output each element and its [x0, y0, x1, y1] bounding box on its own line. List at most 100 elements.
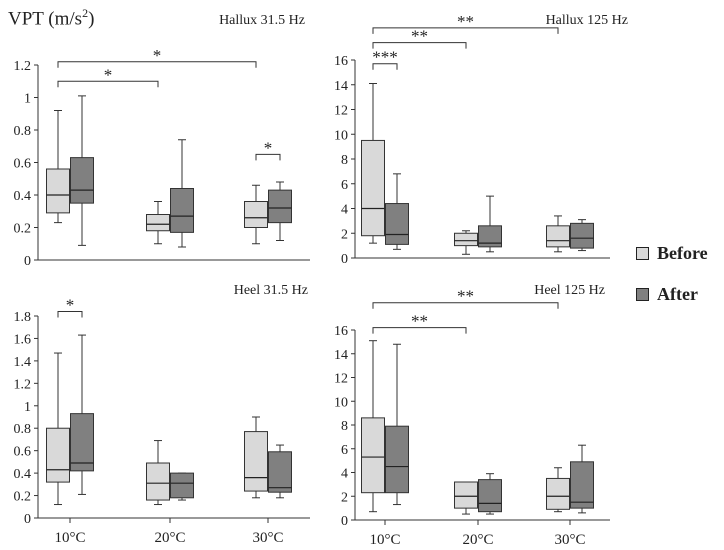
legend-before: Before	[636, 243, 708, 264]
y-tick-label: 1.8	[14, 310, 32, 325]
y-tick-label: 0	[24, 254, 31, 269]
box-before-20C	[146, 201, 170, 245]
significance-label: *	[104, 65, 113, 84]
box-body	[385, 203, 409, 245]
significance-label: **	[411, 27, 428, 46]
y-tick-label: 1.2	[14, 59, 32, 74]
significance-label: *	[264, 138, 273, 157]
legend-label-after: After	[657, 284, 698, 304]
significance-label: ***	[372, 48, 398, 67]
box-body	[244, 431, 268, 492]
y-tick-label: 0.4	[14, 467, 32, 482]
box-after-10C	[385, 343, 409, 506]
box-body	[478, 225, 502, 248]
box-body	[361, 417, 385, 494]
y-tick-label: 16	[334, 54, 348, 69]
box-body	[170, 472, 194, 499]
y-tick-label: 0	[341, 514, 348, 529]
y-tick-label: 6	[341, 178, 348, 193]
significance-bracket: *	[57, 46, 257, 68]
y-tick-label: 0.6	[14, 157, 32, 172]
box-before-20C	[454, 230, 478, 255]
panel-title: Heel 125 Hz	[534, 283, 605, 298]
chart-panel-3: Heel 31.5 Hz 0 0.2 0.4 0.6 0.8 1 1.2 1.4 1.6 1.8 10…	[14, 283, 310, 546]
y-tick-label: 14	[334, 348, 348, 363]
significance-label: *	[66, 296, 75, 315]
y-tick-label: 1.4	[14, 355, 32, 370]
bracket-line	[57, 311, 83, 318]
box-before-10C	[361, 83, 385, 244]
significance-bracket: *	[255, 138, 281, 161]
box-body	[146, 462, 170, 501]
y-tick-label: 0.8	[14, 422, 32, 437]
x-tick-label: 20°C	[462, 532, 493, 548]
box-body	[478, 479, 502, 513]
y-tick-label: 16	[334, 324, 348, 339]
box-after-20C	[478, 473, 502, 515]
bracket-line	[57, 61, 257, 68]
y-tick-label: 8	[341, 419, 348, 434]
box-before-20C	[146, 440, 170, 506]
significance-bracket: ***	[372, 48, 398, 70]
y-tick-label: 4	[341, 203, 348, 218]
bracket-line	[372, 327, 467, 334]
bracket-line	[372, 42, 467, 49]
box-body	[70, 157, 94, 204]
legend-swatch-before	[636, 247, 649, 260]
box-before-30C	[244, 416, 268, 499]
significance-bracket: **	[372, 12, 559, 34]
y-tick-label: 1.2	[14, 377, 32, 392]
significance-label: **	[411, 312, 428, 331]
y-tick-label: 0.6	[14, 445, 32, 460]
box-body	[268, 451, 292, 493]
y-tick-label: 0.2	[14, 490, 32, 505]
significance-bracket: *	[57, 65, 159, 88]
bracket-line	[372, 27, 559, 34]
box-before-10C	[46, 110, 70, 224]
box-after-10C	[70, 334, 94, 495]
bracket-line	[57, 80, 159, 88]
box-body	[454, 232, 478, 247]
x-tick-label: 10°C	[369, 532, 400, 548]
y-tick-label: 14	[334, 79, 348, 94]
y-tick-label: 0	[341, 252, 348, 267]
box-body	[46, 427, 70, 483]
box-after-30C	[570, 219, 594, 252]
box-body	[46, 168, 70, 214]
box-after-10C	[385, 173, 409, 250]
box-before-30C	[546, 467, 570, 513]
y-tick-label: 10	[334, 128, 348, 143]
box-body	[170, 188, 194, 233]
y-tick-label: 2	[341, 490, 348, 505]
box-body	[454, 481, 478, 509]
box-body	[546, 225, 570, 248]
x-tick-label: 10°C	[54, 530, 85, 546]
box-body	[385, 425, 409, 494]
y-tick-label: 1.6	[14, 332, 32, 347]
y-tick-label: 8	[341, 153, 348, 168]
legend-label-before: Before	[657, 243, 708, 263]
box-body	[268, 189, 292, 224]
box-body	[70, 413, 94, 472]
significance-label: **	[457, 287, 474, 306]
y-axis-title: VPT (m/s2)	[8, 6, 95, 30]
significance-label: **	[457, 12, 474, 31]
box-after-20C	[170, 139, 194, 248]
box-after-30C	[268, 181, 292, 241]
panel-title: Hallux 31.5 Hz	[219, 13, 305, 28]
chart-panel-1: Hallux 31.5 Hz 0 0.2 0.4 0.6 0.8 1 1.2 * * *	[14, 13, 310, 269]
significance-bracket: **	[372, 27, 467, 49]
bracket-line	[372, 63, 398, 70]
y-tick-label: 12	[334, 372, 348, 387]
y-tick-label: 6	[341, 443, 348, 458]
box-body	[570, 461, 594, 509]
y-tick-label: 1	[24, 400, 31, 415]
box-before-30C	[546, 215, 570, 253]
x-tick-label: 30°C	[554, 532, 585, 548]
box-body	[570, 222, 594, 249]
y-tick-label: 1	[24, 92, 31, 107]
box-body	[146, 214, 170, 232]
box-body	[546, 477, 570, 510]
y-tick-label: 0.8	[14, 124, 32, 139]
